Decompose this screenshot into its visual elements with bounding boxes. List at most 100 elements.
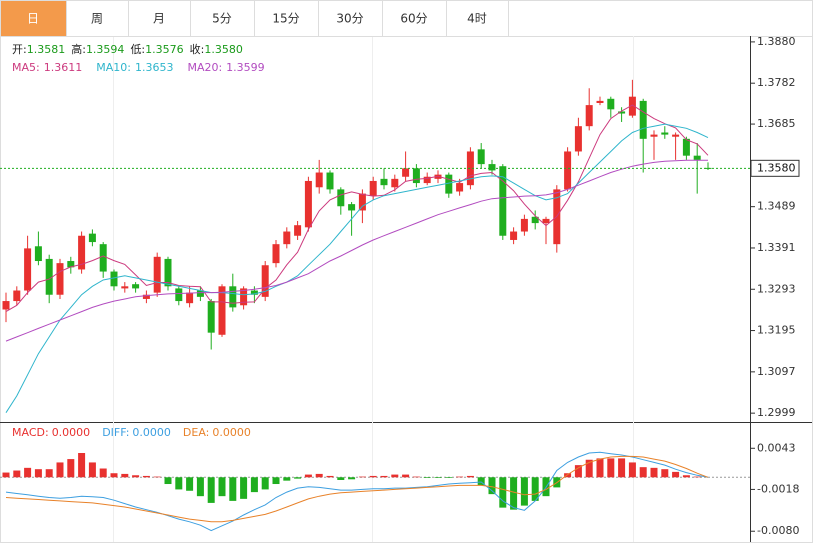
y-tick-label: 1.3685 bbox=[757, 117, 796, 130]
indicator-line bbox=[5, 455, 709, 523]
candle-body bbox=[445, 174, 453, 194]
macd-bar bbox=[585, 459, 593, 478]
y-tick-label: 1.3880 bbox=[757, 35, 796, 48]
y-tick-label: 1.2999 bbox=[757, 406, 796, 419]
tab[interactable] bbox=[190, 0, 255, 37]
y-tick-label: -0.0080 bbox=[757, 524, 799, 537]
macd-bar bbox=[294, 477, 302, 479]
tab-label[interactable]: 周 bbox=[91, 12, 103, 26]
macd-bar bbox=[261, 477, 269, 490]
tab[interactable] bbox=[318, 0, 383, 37]
indicator-line bbox=[5, 451, 709, 532]
candle-body bbox=[672, 134, 680, 137]
tab-label[interactable]: 15分 bbox=[272, 12, 299, 26]
macd-bar bbox=[682, 475, 690, 478]
tab-label[interactable]: 5分 bbox=[212, 12, 232, 26]
macd-bar bbox=[326, 475, 334, 478]
macd-bar bbox=[391, 474, 399, 478]
candle-body bbox=[207, 301, 215, 333]
macd-bar bbox=[337, 477, 345, 480]
macd-bar bbox=[456, 476, 464, 478]
candle-body bbox=[520, 218, 528, 232]
tab-label[interactable]: 30分 bbox=[336, 12, 363, 26]
candle-body bbox=[175, 288, 183, 302]
y-tick-label: 1.3195 bbox=[757, 324, 796, 337]
candle-body bbox=[564, 151, 572, 190]
candle-body bbox=[488, 164, 496, 171]
macd-bar bbox=[650, 467, 658, 478]
legend-name: MA5: bbox=[12, 61, 40, 74]
candle-body bbox=[315, 172, 323, 188]
macd-bar bbox=[628, 462, 636, 478]
macd-bar bbox=[369, 475, 377, 478]
last-price-label: 1.3580 bbox=[757, 161, 796, 174]
legend-name: MA10: bbox=[96, 61, 131, 74]
macd-bar bbox=[304, 474, 312, 478]
candle-body bbox=[510, 231, 518, 240]
tab[interactable] bbox=[382, 0, 447, 37]
legend-name: MACD: bbox=[12, 426, 49, 439]
macd-bar bbox=[315, 473, 323, 478]
candle-body bbox=[380, 178, 388, 186]
legend-value: 0.0000 bbox=[212, 426, 251, 439]
indicator-line bbox=[5, 104, 709, 313]
candle-body bbox=[240, 288, 248, 306]
macd-bar bbox=[229, 477, 237, 501]
candle-body bbox=[456, 183, 464, 192]
legend-value: 0.0000 bbox=[52, 426, 91, 439]
macd-bar bbox=[132, 475, 140, 478]
ohlc-value: 1.3581 bbox=[27, 43, 66, 56]
tab-label[interactable]: 4时 bbox=[467, 12, 487, 26]
ohlc-value: 1.3576 bbox=[145, 43, 184, 56]
y-tick-label: 1.3782 bbox=[757, 76, 796, 89]
candle-body bbox=[618, 111, 626, 114]
candle-body bbox=[88, 233, 96, 243]
candle-body bbox=[499, 166, 507, 236]
macd-bar bbox=[564, 473, 572, 478]
legend-value: 1.3599 bbox=[226, 61, 265, 74]
candle-body bbox=[110, 271, 118, 287]
macd-bar bbox=[348, 477, 356, 480]
macd-bar bbox=[164, 477, 172, 485]
candle-body bbox=[142, 294, 150, 299]
macd-bar bbox=[67, 459, 75, 478]
candle-body bbox=[164, 258, 172, 287]
ohlc-label: 低: bbox=[130, 43, 145, 56]
candle-body bbox=[326, 172, 334, 190]
candle-body bbox=[34, 246, 42, 262]
macd-bar bbox=[574, 465, 582, 478]
candle-body bbox=[56, 263, 64, 295]
macd-bar bbox=[175, 477, 183, 490]
candle-body bbox=[153, 256, 161, 293]
macd-bar bbox=[639, 467, 647, 478]
tab[interactable] bbox=[254, 0, 319, 37]
indicator-line bbox=[5, 123, 709, 413]
macd-bar bbox=[520, 477, 528, 506]
y-tick-label: 1.3489 bbox=[757, 200, 796, 213]
ohlc-label: 开: bbox=[12, 43, 27, 56]
candle-body bbox=[412, 168, 420, 184]
candle-body bbox=[348, 204, 356, 211]
candle-body bbox=[78, 235, 86, 270]
ohlc-label: 收: bbox=[190, 42, 205, 56]
indicator-line bbox=[5, 159, 708, 342]
tab-label[interactable]: 60分 bbox=[400, 12, 427, 26]
candle-body bbox=[477, 149, 485, 165]
macd-bar bbox=[196, 477, 204, 497]
tab-label[interactable]: 日 bbox=[27, 12, 39, 26]
candle-body bbox=[218, 286, 226, 335]
macd-bar bbox=[488, 477, 496, 495]
candle-body bbox=[650, 134, 658, 137]
candle-body bbox=[229, 286, 237, 308]
tab[interactable] bbox=[0, 0, 67, 37]
candle-body bbox=[2, 301, 10, 310]
candle-body bbox=[542, 218, 550, 224]
y-tick-label: -0.0018 bbox=[757, 482, 799, 495]
tab-label[interactable]: 月 bbox=[153, 12, 165, 26]
candle-body bbox=[607, 98, 615, 110]
ohlc-label: 高: bbox=[71, 42, 86, 56]
macd-bar bbox=[510, 477, 518, 510]
tab[interactable] bbox=[446, 0, 509, 37]
